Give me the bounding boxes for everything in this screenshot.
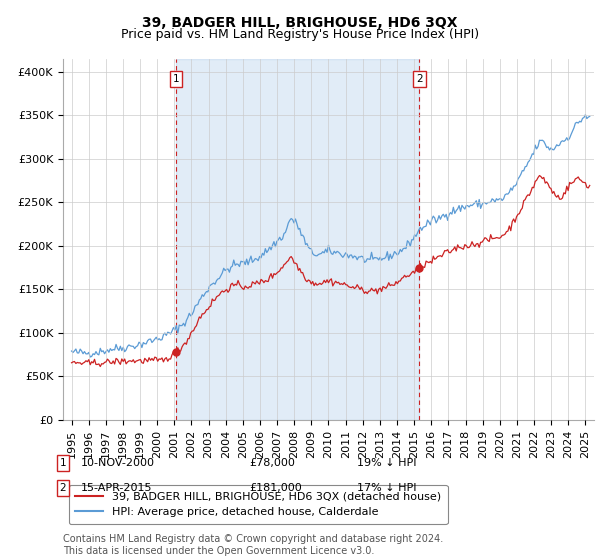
Bar	[176, 59, 419, 420]
Text: Price paid vs. HM Land Registry's House Price Index (HPI): Price paid vs. HM Land Registry's House …	[121, 28, 479, 41]
Legend: 39, BADGER HILL, BRIGHOUSE, HD6 3QX (detached house), HPI: Average price, detach: 39, BADGER HILL, BRIGHOUSE, HD6 3QX (det…	[68, 485, 448, 524]
Text: 15-APR-2015: 15-APR-2015	[81, 483, 152, 493]
Text: £181,000: £181,000	[249, 483, 302, 493]
Text: 17% ↓ HPI: 17% ↓ HPI	[357, 483, 416, 493]
Text: Contains HM Land Registry data © Crown copyright and database right 2024.
This d: Contains HM Land Registry data © Crown c…	[63, 534, 443, 556]
Text: 2: 2	[416, 74, 422, 84]
Text: 10-NOV-2000: 10-NOV-2000	[81, 458, 155, 468]
Text: £78,000: £78,000	[249, 458, 295, 468]
Text: 2: 2	[59, 483, 67, 493]
Text: 1: 1	[173, 74, 179, 84]
Text: 39, BADGER HILL, BRIGHOUSE, HD6 3QX: 39, BADGER HILL, BRIGHOUSE, HD6 3QX	[142, 16, 458, 30]
Text: 1: 1	[59, 458, 67, 468]
Text: 19% ↓ HPI: 19% ↓ HPI	[357, 458, 416, 468]
